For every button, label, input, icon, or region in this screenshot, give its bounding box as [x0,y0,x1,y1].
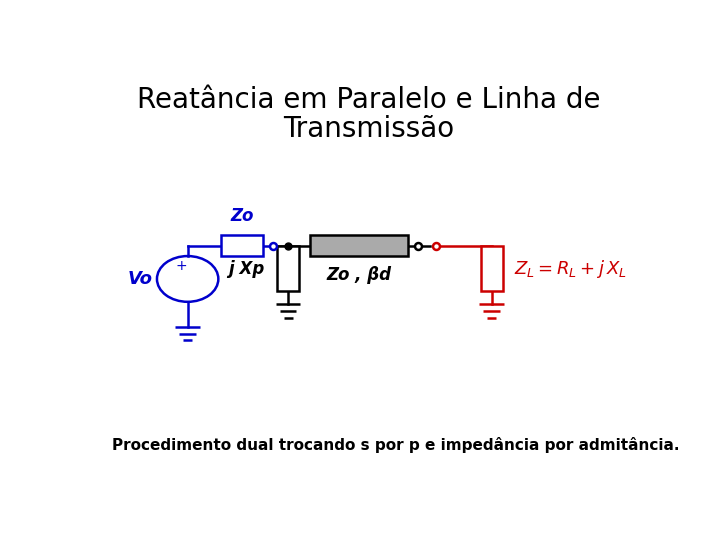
Text: Vo: Vo [127,270,153,288]
Text: Reatância em Paralelo e Linha de: Reatância em Paralelo e Linha de [138,86,600,114]
Text: j Xp: j Xp [228,260,264,278]
Text: Zo: Zo [230,207,253,225]
Bar [481,246,503,292]
Text: Procedimento dual trocando s por p e impedância por admitância.: Procedimento dual trocando s por p e imp… [112,437,680,453]
Text: Zo , βd: Zo , βd [327,266,392,284]
Text: $Z_L = R_L + j\,X_L$: $Z_L = R_L + j\,X_L$ [514,258,627,280]
Bar [221,235,263,256]
Bar [310,235,408,256]
Text: +: + [175,259,186,273]
Bar [277,246,300,292]
Text: Transmissão: Transmissão [284,115,454,143]
